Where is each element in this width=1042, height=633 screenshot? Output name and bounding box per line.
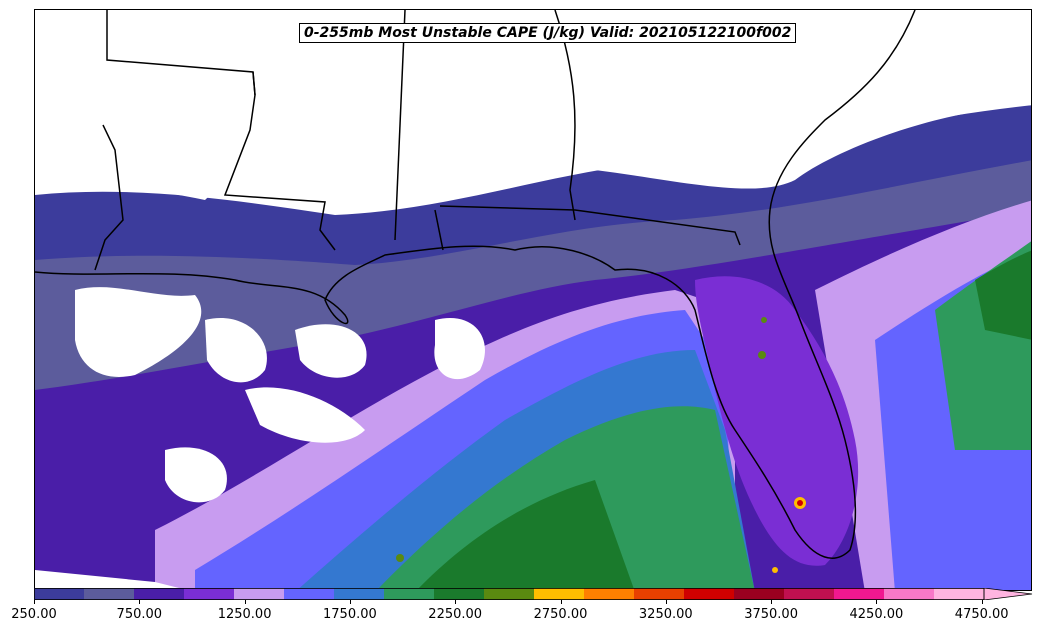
- state-border-alabama: [394, 10, 406, 241]
- cape-hotspot-5: [772, 567, 778, 573]
- colorbar-segment: [784, 588, 835, 600]
- no-cape-patch-4: [434, 318, 485, 380]
- florida-cape: [695, 276, 859, 566]
- colorbar-tick-mark: [139, 600, 141, 604]
- colorbar-tick-mark: [34, 600, 35, 604]
- colorbar-tick-mark: [244, 600, 246, 604]
- colorbar-tick-label: 2250.00: [428, 607, 483, 622]
- no-cape-patch-7: [35, 10, 365, 200]
- state-border-louisiana: [106, 10, 336, 251]
- colorbar-tick-mark: [455, 600, 457, 604]
- colorbar-tick-label: 4750.00: [954, 607, 1009, 622]
- colorbar-tick-label: 1750.00: [323, 607, 377, 622]
- colorbar-segment: [484, 588, 535, 600]
- cape-hotspot-2: [758, 351, 766, 359]
- colorbar-segment: [734, 588, 785, 600]
- colorbar-segment: [284, 588, 335, 600]
- colorbar-tick-label: 250.00: [11, 607, 57, 622]
- cape-map: [35, 10, 1031, 590]
- colorbar-segment: [684, 588, 735, 600]
- map-title: 0-255mb Most Unstable CAPE (J/kg) Valid:…: [299, 23, 797, 43]
- colorbar-tick-mark: [876, 600, 878, 604]
- colorbar-tick-mark: [771, 600, 773, 604]
- colorbar: [34, 588, 1033, 600]
- colorbar-tick-mark: [665, 600, 667, 604]
- colorbar-segment: [134, 588, 185, 600]
- colorbar-segment: [184, 588, 235, 600]
- colorbar-segment: [334, 588, 385, 600]
- colorbar-tick-mark: [349, 600, 351, 604]
- boundaries: [35, 10, 916, 559]
- colorbar-segment: [534, 588, 585, 600]
- map-panel: 0-255mb Most Unstable CAPE (J/kg) Valid:…: [34, 9, 1032, 591]
- colorbar-tick-mark: [981, 600, 983, 604]
- colorbar-segment: [584, 588, 635, 600]
- colorbar-segment: [234, 588, 285, 600]
- no-cape-patch-2: [205, 318, 267, 383]
- colorbar-segment: [434, 588, 485, 600]
- colorbar-tick-label: 3250.00: [638, 607, 693, 622]
- state-border-fl-al: [434, 209, 444, 251]
- colorbar-tick-mark: [560, 600, 562, 604]
- colorbar-tick-label: 2750.00: [533, 607, 588, 622]
- colorbar-tick-label: 750.00: [116, 607, 163, 622]
- colorbar-extend-arrow: [983, 588, 1033, 600]
- colorbar-tick-label: 1250.00: [217, 607, 272, 622]
- state-border-texas: [94, 124, 124, 271]
- colorbar-outline: [34, 588, 985, 600]
- no-cape-patch-9: [35, 570, 187, 590]
- coastline: [35, 10, 916, 559]
- no-cape-patch-8: [365, 10, 1031, 210]
- cape-hotspot-1-core: [797, 500, 803, 506]
- colorbar-segment: [634, 588, 685, 600]
- colorbar-ticks: 250.00 750.00 1250.00 1750.00 2250.00 2750.00…: [0, 600, 1042, 630]
- no-cape-patch-3: [295, 324, 367, 378]
- colorbar-segment: [84, 588, 135, 600]
- colorbar-tick-label: 3750.00: [744, 607, 798, 622]
- cape-hotspot-3: [761, 317, 767, 323]
- cape-band-atlantic-darkgreen: [975, 250, 1031, 340]
- colorbar-segment: [34, 588, 85, 600]
- colorbar-tick-label: 4250.00: [849, 607, 904, 622]
- state-border-fl-ga: [439, 205, 741, 246]
- cape-band-darkgreen: [416, 480, 635, 590]
- no-cape-patch-1: [75, 287, 202, 377]
- cape-hotspot-4: [396, 554, 404, 562]
- colorbar-segment: [884, 588, 935, 600]
- colorbar-segment: [934, 588, 985, 600]
- no-cape-patch-6: [245, 387, 365, 443]
- colorbar-segment: [834, 588, 885, 600]
- colorbar-segment: [384, 588, 435, 600]
- state-border-mississippi: [252, 71, 256, 96]
- no-cape-patch-5: [165, 447, 227, 503]
